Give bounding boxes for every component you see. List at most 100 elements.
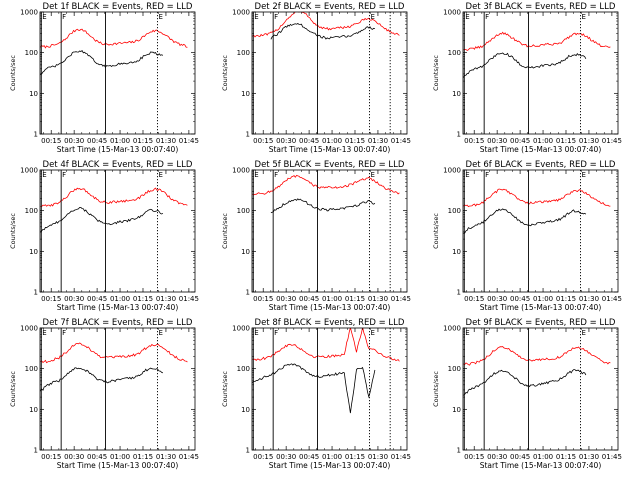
x-tick-label: 01:45 <box>602 295 622 303</box>
x-tick-label: 01:00 <box>322 295 342 303</box>
y-tick-label: 10 <box>29 248 38 256</box>
series-events-line <box>463 208 587 234</box>
panel-frame <box>251 169 408 293</box>
marker-label: E <box>371 171 375 179</box>
panel-title: Det 4f BLACK = Events, RED = LLD <box>43 160 193 170</box>
x-axis-label: Start Time (15-Mar-13 00:07:40) <box>57 303 179 312</box>
x-tick-label: 01:45 <box>391 295 411 303</box>
x-tick-label: 00:45 <box>299 137 319 145</box>
x-tick-label: 00:30 <box>276 137 296 145</box>
marker-label: F <box>274 13 278 21</box>
panel-frame <box>462 11 619 135</box>
panel-frame <box>39 327 196 451</box>
x-tick-label: 00:30 <box>64 453 84 461</box>
panel-data <box>252 174 400 214</box>
x-tick-label: 01:45 <box>602 453 622 461</box>
panel-title: Det 1f BLACK = Events, RED = LLD <box>43 2 193 12</box>
panel-title: Det 5f BLACK = Events, RED = LLD <box>255 160 405 170</box>
y-tick-label: 1000 <box>443 325 461 333</box>
panel-frame <box>462 169 619 293</box>
panel-data <box>463 31 611 78</box>
marker-label: F <box>485 329 489 337</box>
marker-label: F <box>274 171 278 179</box>
x-tick-label: 00:15 <box>464 453 484 461</box>
series-lld-line <box>463 346 611 366</box>
y-tick-label: 1 <box>457 447 461 455</box>
x-tick-label: 01:00 <box>533 137 553 145</box>
x-axis-label: Start Time (15-Mar-13 00:07:40) <box>269 303 391 312</box>
x-tick-label: 01:45 <box>179 453 199 461</box>
x-tick-label: 01:45 <box>179 295 199 303</box>
x-tick-label: 00:15 <box>464 295 484 303</box>
x-tick-label: 01:00 <box>322 137 342 145</box>
series-events-line <box>40 50 164 75</box>
y-tick-label: 100 <box>237 207 250 215</box>
marker-label: F <box>62 171 66 179</box>
series-lld-line <box>252 328 400 362</box>
marker-label: E <box>42 171 46 179</box>
y-tick-label: 1000 <box>443 9 461 17</box>
marker-label: E <box>159 329 163 337</box>
panel-frame <box>39 169 196 293</box>
y-tick-label: 100 <box>25 49 38 57</box>
x-tick-label: 00:30 <box>487 137 507 145</box>
panel-frame <box>251 11 408 135</box>
y-tick-label: 1 <box>246 447 250 455</box>
panel-data <box>40 342 188 392</box>
x-tick-label: 00:15 <box>464 137 484 145</box>
x-axis-label: Start Time (15-Mar-13 00:07:40) <box>269 461 391 470</box>
x-tick-label: 01:30 <box>579 137 599 145</box>
series-events-line <box>40 367 164 392</box>
x-tick-label: 00:45 <box>510 453 530 461</box>
marker-label: E <box>582 329 586 337</box>
series-lld-line <box>40 342 188 364</box>
y-tick-label: 10 <box>452 406 461 414</box>
x-tick-label: 01:15 <box>133 137 153 145</box>
marker-label: E <box>371 329 375 337</box>
panel-title: Det 6f BLACK = Events, RED = LLD <box>466 160 616 170</box>
marker-label: E <box>159 13 163 21</box>
x-tick-label: 00:15 <box>41 295 61 303</box>
y-tick-label: 1 <box>246 289 250 297</box>
x-tick-label: 01:30 <box>368 295 388 303</box>
series-events-line <box>40 206 164 233</box>
y-tick-label: 1 <box>34 131 38 139</box>
panel-data <box>463 188 611 234</box>
series-events-line <box>270 198 376 214</box>
panel-title: Det 9f BLACK = Events, RED = LLD <box>466 318 616 328</box>
y-axis-label: Counts/sec <box>221 55 229 91</box>
y-tick-label: 100 <box>25 365 38 373</box>
panel-title: Det 3f BLACK = Events, RED = LLD <box>466 2 616 12</box>
x-axis-label: Start Time (15-Mar-13 00:07:40) <box>480 303 602 312</box>
series-events-line <box>463 369 587 396</box>
x-tick-label: 01:15 <box>556 295 576 303</box>
x-tick-label: 00:30 <box>487 453 507 461</box>
x-tick-label: 01:15 <box>345 137 365 145</box>
panel-title: Det 2f BLACK = Events, RED = LLD <box>255 2 405 12</box>
x-axis-label: Start Time (15-Mar-13 00:07:40) <box>269 145 391 154</box>
x-tick-label: 01:15 <box>345 295 365 303</box>
y-axis-label: Counts/sec <box>9 213 17 249</box>
y-axis-label: Counts/sec <box>9 371 17 407</box>
y-tick-label: 10 <box>241 90 250 98</box>
series-events-line <box>463 52 587 78</box>
y-tick-label: 1000 <box>232 167 250 175</box>
y-tick-label: 10 <box>241 406 250 414</box>
y-tick-label: 1000 <box>232 325 250 333</box>
x-tick-label: 00:15 <box>253 137 273 145</box>
x-tick-label: 00:45 <box>299 295 319 303</box>
x-tick-label: 01:15 <box>345 453 365 461</box>
panel-data <box>463 346 611 396</box>
y-tick-label: 100 <box>237 49 250 57</box>
x-tick-label: 01:45 <box>391 137 411 145</box>
y-tick-label: 1 <box>457 131 461 139</box>
x-tick-label: 00:15 <box>41 137 61 145</box>
y-tick-label: 100 <box>448 365 461 373</box>
y-tick-label: 1000 <box>20 9 38 17</box>
x-tick-label: 00:30 <box>487 295 507 303</box>
